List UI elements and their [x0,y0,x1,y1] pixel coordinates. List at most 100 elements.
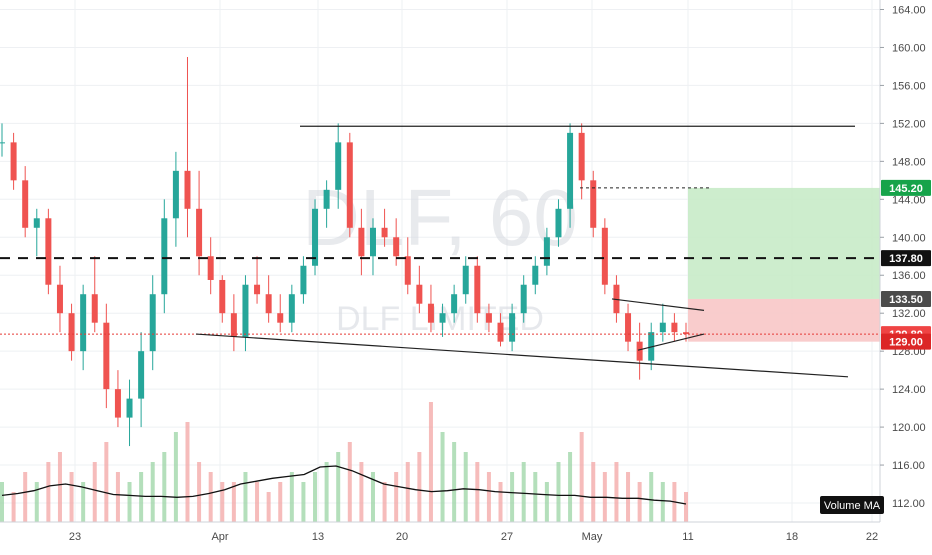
x-tick-label-5: May [582,531,603,543]
candle-body-22 [254,284,261,295]
price-badge-bg-2 [881,290,931,307]
y-tick-label-5: 144.00 [892,194,926,206]
candle-body-44 [509,313,516,342]
volume-ma-legend[interactable]: Volume MA [820,496,884,514]
candle-body-21 [242,284,249,337]
candle-body-6 [68,313,75,352]
candle-body-28 [323,189,330,209]
volume-bar-5 [57,452,62,522]
candle-body-7 [80,294,87,352]
volume-bar-44 [510,472,515,522]
y-tick-label-10: 124.00 [892,384,926,396]
y-tick-label-13: 112.00 [892,498,925,510]
volume-bar-43 [498,482,503,522]
volume-bar-28 [324,462,329,522]
candle-body-4 [45,218,52,285]
volume-bar-24 [278,482,283,522]
volume-bar-16 [185,422,190,522]
candle-body-27 [312,208,319,266]
volume-bar-9 [104,442,109,522]
volume-bar-48 [556,462,561,522]
candle-body-32 [369,227,376,257]
candle-body-51 [590,180,597,228]
x-tick-label-0: 23 [69,531,81,543]
candle-body-49 [567,132,574,209]
volume-bar-32 [370,472,375,522]
candle-body-38 [439,313,446,323]
candle-body-26 [300,265,307,295]
volume-bar-18 [208,472,213,522]
volume-bar-34 [394,472,399,522]
volume-bar-37 [428,402,433,522]
volume-bar-7 [81,482,86,522]
candle-body-31 [358,227,365,257]
price-badge-bg-4 [881,333,931,350]
candle-body-8 [91,294,98,323]
price-badge-4: 129.00 [889,337,923,349]
volume-bar-22 [255,482,260,522]
candle-body-47 [543,237,550,266]
candle-body-24 [277,313,284,323]
volume-bar-17 [197,462,202,522]
volume-bar-49 [568,452,573,522]
volume-ma-label: Volume MA [824,500,881,512]
volume-bar-36 [417,452,422,522]
y-tick-label-4: 148.00 [892,156,926,168]
candle-body-18 [207,256,214,280]
candle-body-3 [33,218,40,228]
y-tick-label-12: 116.00 [892,460,925,472]
volume-bar-46 [533,472,538,522]
time-axis[interactable]: 23 Apr 13 20 27 May 11 18 22 [0,521,880,543]
y-tick-label-3: 152.00 [892,118,926,130]
volume-bar-33 [382,482,387,522]
volume-bar-50 [579,432,584,522]
candle-body-19 [219,279,226,314]
triangle-upper-line [611,298,705,311]
candle-body-59 [683,332,689,335]
x-tick-label-3: 20 [396,531,408,543]
candle-body-1 [10,142,17,181]
candles [0,56,689,447]
volume-bar-53 [614,462,619,522]
candle-body-0 [0,142,5,144]
loss-zone [688,298,880,342]
candle-body-33 [381,227,388,238]
candle-body-48 [555,208,562,238]
candle-body-25 [288,294,295,323]
volume-bar-47 [544,482,549,522]
candle-body-52 [601,227,608,285]
volume-bar-8 [92,462,97,522]
candle-body-13 [149,294,156,352]
candle-body-54 [625,313,632,342]
volume-bar-29 [336,452,341,522]
volume-bar-4 [46,462,51,522]
volume-bar-40 [463,452,468,522]
price-badge-2: 133.50 [889,294,923,306]
x-tick-label-2: 13 [312,531,324,543]
candle-body-16 [184,170,191,209]
y-tick-label-2: 156.00 [892,80,926,92]
volume-bar-45 [521,462,526,522]
candle-body-55 [636,341,643,361]
volume-bar-30 [347,442,352,522]
volume-bar-1 [11,492,16,522]
lower-trendline [195,333,849,378]
volume-bar-23 [266,492,271,522]
candle-body-50 [578,132,585,181]
price-axis[interactable]: 164.00 160.00 156.00 152.00 148.00 144.00 140.… [879,0,926,522]
candle-body-30 [346,142,353,228]
triangle-lower-line [637,333,705,351]
x-tick-label-8: 22 [866,531,878,543]
candle-body-40 [462,265,469,295]
volume-bar-13 [150,462,155,522]
candle-body-43 [497,322,504,342]
volume-ma-polyline [1,465,687,505]
volume-bar-6 [69,472,74,522]
price-badge-1: 137.80 [889,253,923,265]
candle-body-46 [532,265,539,285]
volume-bar-59 [684,492,688,522]
volume-bar-51 [591,462,596,522]
